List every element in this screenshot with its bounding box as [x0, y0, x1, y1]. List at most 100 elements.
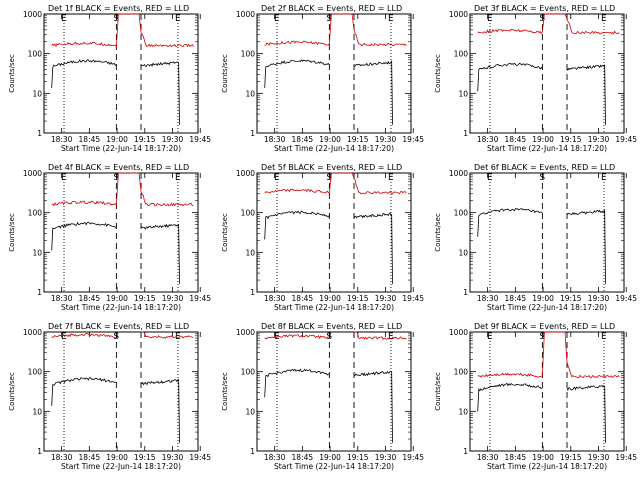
- series-line: [141, 331, 194, 339]
- x-tick-label: 18:45: [79, 294, 101, 303]
- x-tick-label: 19:45: [615, 135, 637, 144]
- series-line: [477, 208, 543, 237]
- event-marker-label: E: [388, 14, 394, 24]
- series-line: [477, 62, 543, 92]
- series-line: [140, 379, 180, 443]
- y-tick-label: 1000: [449, 169, 468, 178]
- x-tick-label: 18:30: [264, 294, 286, 303]
- event-marker-label: E: [61, 173, 67, 183]
- chart-panel-8: Det 8f BLACK = Events, RED = LLD 1 10 100 10…: [221, 322, 424, 471]
- event-marker-label: E: [61, 14, 67, 24]
- x-tick-label: 19:15: [134, 453, 156, 462]
- plot-frame: [43, 13, 199, 134]
- chart-title: Det 1f BLACK = Events, RED = LLD: [48, 4, 189, 13]
- y-tick-label: 1000: [236, 10, 255, 19]
- y-tick-label: 1000: [23, 169, 42, 178]
- y-tick-label: 1000: [23, 10, 42, 19]
- event-marker-label: E: [388, 332, 394, 342]
- event-marker-label: E: [487, 173, 493, 183]
- y-tick-label: 10: [458, 89, 468, 98]
- x-tick-label: 18:45: [292, 135, 314, 144]
- series-line: [264, 13, 407, 47]
- event-marker-label: S: [326, 14, 332, 24]
- x-axis-label: Start Time (22-Jun-14 18:17:20): [487, 462, 607, 471]
- x-tick-label: 19:00: [106, 294, 128, 303]
- x-tick-label: 18:30: [51, 453, 73, 462]
- event-marker-label: S: [539, 332, 545, 342]
- chart-title: Det 6f BLACK = Events, RED = LLD: [474, 163, 615, 172]
- chart-panel-7: Det 7f BLACK = Events, RED = LLD 1 10 100 10…: [8, 322, 211, 471]
- x-axis-label: Start Time (22-Jun-14 18:17:20): [61, 144, 181, 153]
- y-tick-label: 10: [458, 407, 468, 416]
- x-tick-label: 19:00: [106, 135, 128, 144]
- chart-title: Det 7f BLACK = Events, RED = LLD: [48, 322, 189, 331]
- y-tick-label: 100: [241, 209, 256, 218]
- chart-title: Det 9f BLACK = Events, RED = LLD: [474, 322, 615, 331]
- x-tick-label: 19:45: [189, 453, 211, 462]
- event-marker-label: S: [326, 173, 332, 183]
- x-tick-label: 19:15: [560, 294, 582, 303]
- y-tick-label: 10: [245, 89, 255, 98]
- y-axis-label: Counts/sec: [8, 54, 16, 93]
- y-tick-label: 1: [463, 129, 468, 138]
- x-tick-label: 18:45: [79, 135, 101, 144]
- x-tick-label: 19:15: [134, 294, 156, 303]
- x-tick-label: 19:15: [560, 135, 582, 144]
- x-tick-label: 19:00: [532, 453, 554, 462]
- y-tick-label: 10: [458, 248, 468, 257]
- y-axis-label: Counts/sec: [434, 54, 442, 93]
- series-line: [51, 221, 117, 251]
- event-marker-label: E: [601, 332, 607, 342]
- x-axis-label: Start Time (22-Jun-14 18:17:20): [274, 303, 394, 312]
- x-tick-label: 19:30: [375, 453, 397, 462]
- series-line: [353, 60, 393, 125]
- series-line: [354, 331, 407, 341]
- x-tick-label: 19:45: [402, 453, 424, 462]
- x-tick-label: 19:15: [560, 453, 582, 462]
- y-tick-label: 10: [245, 248, 255, 257]
- chart-panel-6: Det 6f BLACK = Events, RED = LLD 1 10 100 10…: [434, 163, 637, 312]
- series-line: [353, 370, 393, 443]
- series-line: [51, 377, 117, 406]
- plot-frame: [469, 331, 625, 452]
- chart-panel-9: Det 9f BLACK = Events, RED = LLD 1 10 100 10…: [434, 322, 637, 471]
- x-axis-label: Start Time (22-Jun-14 18:17:20): [487, 303, 607, 312]
- series-line: [566, 385, 606, 443]
- x-tick-label: 19:00: [532, 135, 554, 144]
- series-line: [140, 61, 180, 125]
- x-tick-label: 18:45: [505, 135, 527, 144]
- x-tick-label: 19:45: [189, 294, 211, 303]
- plot-frame: [256, 172, 412, 293]
- chart-panel-2: Det 2f BLACK = Events, RED = LLD 1 10 100 10…: [221, 4, 424, 153]
- series-line: [264, 59, 330, 88]
- x-tick-label: 18:45: [292, 453, 314, 462]
- x-axis-label: Start Time (22-Jun-14 18:17:20): [274, 462, 394, 471]
- event-marker-label: E: [388, 173, 394, 183]
- series-line: [140, 223, 180, 284]
- x-axis-label: Start Time (22-Jun-14 18:17:20): [61, 462, 181, 471]
- chart-panel-5: Det 5f BLACK = Events, RED = LLD 1 10 100 10…: [221, 163, 424, 312]
- x-axis-label: Start Time (22-Jun-14 18:17:20): [274, 144, 394, 153]
- chart-panel-1: Det 1f BLACK = Events, RED = LLD 1 10 100 10…: [8, 4, 211, 153]
- chart-title: Det 8f BLACK = Events, RED = LLD: [261, 322, 402, 331]
- series-line: [477, 382, 543, 412]
- y-tick-label: 1: [37, 447, 42, 456]
- x-tick-label: 19:30: [162, 135, 184, 144]
- event-marker-label: E: [601, 173, 607, 183]
- y-tick-label: 10: [245, 407, 255, 416]
- series-line: [51, 332, 117, 339]
- x-axis-label: Start Time (22-Jun-14 18:17:20): [487, 144, 607, 153]
- event-marker-label: E: [175, 14, 181, 24]
- event-marker-label: S: [539, 173, 545, 183]
- series-line: [51, 59, 117, 88]
- event-marker-label: E: [487, 14, 493, 24]
- event-marker-label: S: [113, 332, 119, 342]
- x-tick-label: 18:30: [264, 453, 286, 462]
- x-tick-label: 19:00: [319, 135, 341, 144]
- y-tick-label: 10: [32, 407, 42, 416]
- x-tick-label: 19:15: [347, 453, 369, 462]
- plot-frame: [43, 331, 199, 452]
- x-axis-label: Start Time (22-Jun-14 18:17:20): [61, 303, 181, 312]
- x-tick-label: 18:30: [51, 135, 73, 144]
- y-tick-label: 1: [250, 129, 255, 138]
